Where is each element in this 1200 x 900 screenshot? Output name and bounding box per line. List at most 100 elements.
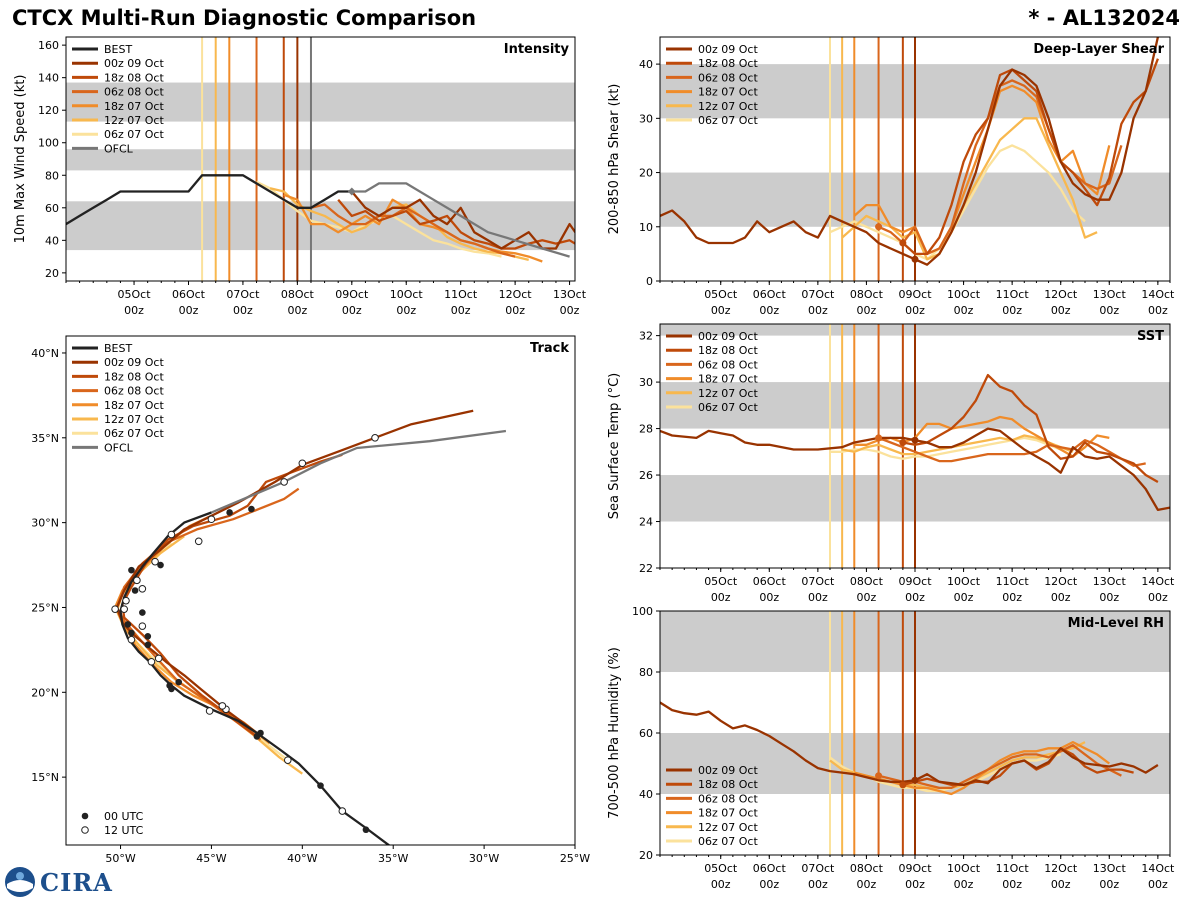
- plot-area-rh: [660, 611, 1170, 855]
- legend-label: 00z 09 Oct: [698, 764, 758, 777]
- x-tick-label: 00z: [711, 591, 731, 604]
- series-line: [830, 436, 1062, 460]
- x-tick-label: 35°W: [378, 852, 408, 865]
- x-tick-label: 00z: [396, 304, 416, 317]
- x-tick-label: 00z: [905, 878, 925, 891]
- y-tick-label: 60: [639, 727, 653, 740]
- legend-label: 06z 08 Oct: [698, 792, 758, 805]
- legend-label: 12z 07 Oct: [698, 387, 758, 400]
- marker-00utc: [131, 587, 139, 594]
- x-tick-label: 00z: [1002, 591, 1022, 604]
- init-point-marker: [875, 434, 883, 442]
- init-point-marker: [899, 781, 907, 789]
- threshold-band: [66, 149, 575, 171]
- x-tick-label: 10Oct: [947, 575, 981, 588]
- x-tick-label: 00z: [954, 591, 974, 604]
- y-tick-label: 40°N: [31, 347, 59, 360]
- x-tick-label: 00z: [759, 591, 779, 604]
- legend-label: 06z 08 Oct: [104, 86, 164, 99]
- x-tick-label: 10Oct: [947, 862, 981, 875]
- y-tick-label: 20: [639, 167, 653, 180]
- x-tick-label: 30°W: [469, 852, 499, 865]
- x-tick-label: 00z: [759, 878, 779, 891]
- y-tick-label: 80: [639, 666, 653, 679]
- plot-area-intensity: [66, 37, 575, 281]
- x-tick-label: 08Oct: [850, 862, 884, 875]
- x-tick-label: 06Oct: [172, 288, 206, 301]
- x-tick-label: 00z: [1051, 591, 1071, 604]
- x-tick-label: 05Oct: [704, 288, 738, 301]
- marker-00utc: [226, 509, 233, 516]
- marker-00utc: [248, 505, 255, 513]
- x-tick-label: 00z: [451, 304, 471, 317]
- panel-title: Deep-Layer Shear: [1033, 42, 1164, 57]
- marker-00utc: [128, 629, 135, 637]
- marker-00utc: [124, 621, 132, 628]
- marker-00utc: [144, 641, 152, 649]
- plot-area-track: [111, 409, 507, 845]
- x-tick-label: 00z: [1099, 304, 1119, 317]
- series-line: [878, 744, 1122, 790]
- legend-label: OFCL: [104, 142, 134, 155]
- y-tick-label: 10: [639, 221, 653, 234]
- ofcl-start-marker: [347, 187, 356, 196]
- x-tick-label: 07Oct: [801, 288, 835, 301]
- x-tick-label: 00z: [954, 878, 974, 891]
- legend-label: 00z 09 Oct: [104, 356, 164, 369]
- y-tick-label: 40: [45, 234, 59, 247]
- y-tick-label: 60: [45, 202, 59, 215]
- y-tick-label: 40: [639, 58, 653, 71]
- marker-00utc: [168, 685, 175, 693]
- threshold-band: [66, 82, 575, 122]
- x-tick-label: 06Oct: [753, 862, 787, 875]
- marker-12utc: [154, 654, 163, 663]
- marker-12utc: [205, 707, 214, 715]
- panel-rh: 20 40 60 80 100 05Oct 00z 06Oct 00z 07Oct 00z 08Oct…: [607, 605, 1175, 891]
- marker-12utc: [338, 807, 347, 815]
- y-axis-label: 10m Max Wind Speed (kt): [13, 75, 28, 244]
- marker-12utc: [218, 702, 227, 710]
- x-tick-label: 13Oct: [553, 288, 587, 301]
- panel-title: Mid-Level RH: [1068, 616, 1164, 631]
- marker-12utc: [167, 530, 176, 539]
- legend-label: 06z 07 Oct: [698, 401, 758, 414]
- y-tick-label: 20°N: [31, 686, 59, 699]
- x-tick-label: 11Oct: [996, 575, 1030, 588]
- threshold-band: [66, 201, 575, 251]
- x-tick-label: 08Oct: [850, 575, 884, 588]
- x-tick-label: 00z: [905, 304, 925, 317]
- y-tick-label: 140: [38, 72, 59, 85]
- init-point-marker: [911, 776, 919, 784]
- x-tick-label: 00z: [1148, 591, 1168, 604]
- series-line: [66, 174, 352, 226]
- x-tick-label: 07Oct: [226, 288, 260, 301]
- y-tick-label: 35°N: [31, 432, 59, 445]
- y-tick-label: 28: [639, 423, 653, 436]
- x-tick-label: 00z: [905, 591, 925, 604]
- init-point-marker: [911, 436, 919, 444]
- marker-12utc: [133, 576, 141, 585]
- y-tick-label: 80: [45, 169, 59, 182]
- y-tick-label: 160: [38, 39, 59, 52]
- series-line: [841, 117, 1098, 261]
- panel-title: Intensity: [504, 42, 570, 57]
- x-tick-label: 45°W: [196, 852, 226, 865]
- x-tick-label: 00z: [1051, 304, 1071, 317]
- marker-00utc: [175, 678, 183, 686]
- x-tick-label: 09Oct: [335, 288, 369, 301]
- noaa-logo-icon: [5, 867, 35, 897]
- marker-12utc: [207, 515, 216, 524]
- y-tick-label: 32: [639, 330, 653, 343]
- series-line: [351, 182, 570, 258]
- x-tick-label: 00z: [808, 304, 828, 317]
- x-tick-label: 00z: [857, 591, 877, 604]
- x-tick-label: 00z: [711, 304, 731, 317]
- legend-label: 18z 08 Oct: [698, 344, 758, 357]
- x-tick-label: 09Oct: [898, 575, 932, 588]
- y-tick-label: 0: [646, 275, 653, 288]
- y-tick-label: 20: [45, 267, 59, 280]
- series-line: [210, 429, 507, 514]
- x-tick-label: 12Oct: [1044, 575, 1078, 588]
